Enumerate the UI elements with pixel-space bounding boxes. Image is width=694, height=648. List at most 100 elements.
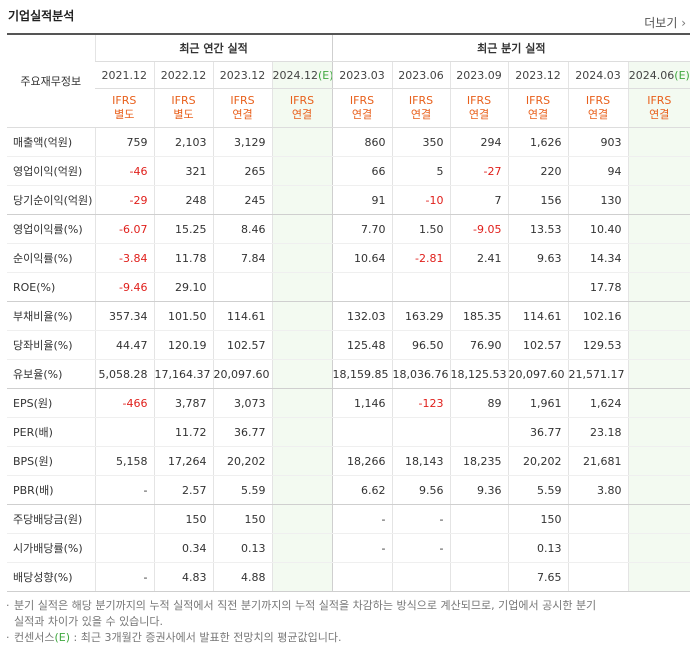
- value-cell: [271, 533, 333, 563]
- value-cell: [627, 301, 691, 331]
- basis-header: IFRS 연결: [331, 88, 393, 128]
- period: 2024.03: [575, 68, 621, 82]
- value-cell: [449, 272, 509, 302]
- value-cell: 20,202: [507, 446, 569, 476]
- value-cell: 7.84: [212, 243, 272, 273]
- period-row: 2021.12 2022.12 2023.12 2024.12(E) 2023.03 20…: [7, 61, 691, 89]
- value-cell: 2.41: [449, 243, 509, 273]
- value-cell: -: [331, 504, 393, 534]
- period-header: 2023.06: [391, 61, 451, 89]
- value-cell: 5: [391, 156, 451, 186]
- value-cell: 9.56: [391, 475, 451, 505]
- period: 2023.12: [515, 68, 561, 82]
- value-cell: [391, 562, 451, 592]
- value-cell: 156: [507, 185, 569, 215]
- period-header: 2021.12: [95, 61, 154, 89]
- value-cell: 129.53: [567, 330, 629, 360]
- value-cell: 185.35: [449, 301, 509, 331]
- value-cell: [507, 272, 569, 302]
- value-cell: 294: [449, 127, 509, 157]
- basis-header: IFRS 연결: [449, 88, 509, 128]
- note: 컨센서스(E) : 최근 3개월간 증권사에서 발표한 전망치의 평균값입니다.: [6, 630, 606, 646]
- value-cell: -123: [391, 388, 451, 418]
- consolidation-scope: 연결: [587, 108, 609, 121]
- value-cell: [627, 504, 691, 534]
- table-head: 주요재무정보 최근 연간 실적 최근 분기 실적 2021.12 2022.12 2023…: [7, 34, 691, 128]
- value-cell: [627, 417, 691, 447]
- basis-row: IFRS 별도 IFRS 별도 IFRS 연결 IFRS 연결 IFRS 연결 IFRS 연결 IFRS…: [7, 88, 691, 128]
- value-cell: 17,164.37: [153, 359, 213, 389]
- value-cell: 44.47: [94, 330, 154, 360]
- data-row: ROE(%) -9.46 29.10 17.78: [7, 272, 691, 302]
- value-cell: -10: [391, 185, 451, 215]
- data-row: 매출액(억원) 759 2,103 3,129 860 350 294 1,626 903: [7, 127, 691, 157]
- value-cell: 102.16: [567, 301, 629, 331]
- value-cell: 5,058.28: [94, 359, 154, 389]
- value-cell: 94: [567, 156, 629, 186]
- value-cell: 1,146: [331, 388, 393, 418]
- consolidation-scope: 별도: [173, 108, 194, 121]
- period-header: 2024.06(E): [627, 61, 691, 89]
- value-cell: [391, 272, 451, 302]
- value-cell: 0.34: [153, 533, 213, 563]
- period: 2021.12: [101, 68, 148, 82]
- value-cell: 17.78: [567, 272, 629, 302]
- value-cell: 17,264: [153, 446, 213, 476]
- value-cell: [94, 504, 154, 534]
- data-row: BPS(원) 5,158 17,264 20,202 18,266 18,143 18,23…: [7, 446, 691, 476]
- consolidation-scope: 연결: [291, 108, 313, 121]
- value-cell: 3,129: [212, 127, 272, 157]
- value-cell: 5,158: [94, 446, 154, 476]
- value-cell: 114.61: [212, 301, 272, 331]
- value-cell: [271, 214, 333, 244]
- value-cell: 18,266: [331, 446, 393, 476]
- value-cell: [94, 417, 154, 447]
- period: 2023.12: [219, 68, 266, 82]
- value-cell: 89: [449, 388, 509, 418]
- value-cell: 14.34: [567, 243, 629, 273]
- data-row: 당기순이익(억원) -29 248 245 91 -10 7 156 130: [7, 185, 691, 215]
- row-label: 배당성향(%): [7, 562, 95, 592]
- value-cell: [331, 417, 393, 447]
- value-cell: 3,787: [153, 388, 213, 418]
- value-cell: 132.03: [331, 301, 393, 331]
- value-cell: [449, 533, 509, 563]
- value-cell: [567, 533, 629, 563]
- value-cell: 3.80: [567, 475, 629, 505]
- value-cell: [391, 417, 451, 447]
- consolidation-scope: 연결: [649, 108, 670, 121]
- row-label: 부채비율(%): [7, 301, 95, 331]
- value-cell: [271, 127, 333, 157]
- group-header: 최근 분기 실적: [331, 34, 691, 62]
- value-cell: -27: [449, 156, 509, 186]
- value-cell: 96.50: [391, 330, 451, 360]
- value-cell: 9.36: [449, 475, 509, 505]
- row-label: 시가배당률(%): [7, 533, 95, 563]
- value-cell: [331, 272, 393, 302]
- period: 2024.06: [628, 68, 675, 82]
- accounting-standard: IFRS: [466, 94, 492, 107]
- data-row: PER(배) 11.72 36.77 36.77 23.18: [7, 417, 691, 447]
- basis-header: IFRS 연결: [271, 88, 333, 128]
- accounting-standard: IFRS: [112, 94, 137, 107]
- value-cell: 8.46: [212, 214, 272, 244]
- data-row: 유보율(%) 5,058.28 17,164.37 20,097.60 18,159.8…: [7, 359, 691, 389]
- value-cell: 357.34: [94, 301, 154, 331]
- period-header: 2023.03: [331, 61, 393, 89]
- financial-table: 주요재무정보 최근 연간 실적 최근 분기 실적 2021.12 2022.12 2023…: [7, 33, 691, 592]
- value-cell: [271, 156, 333, 186]
- value-cell: -466: [94, 388, 154, 418]
- value-cell: 7: [449, 185, 509, 215]
- period-header: 2023.12: [212, 61, 272, 89]
- value-cell: [627, 156, 691, 186]
- value-cell: [271, 301, 333, 331]
- value-cell: [271, 330, 333, 360]
- value-cell: 1,961: [507, 388, 569, 418]
- value-cell: 29.10: [153, 272, 213, 302]
- value-cell: [449, 562, 509, 592]
- consolidation-scope: 연결: [527, 108, 549, 121]
- more-link[interactable]: 더보기: [644, 14, 686, 31]
- row-label: BPS(원): [7, 446, 95, 476]
- value-cell: -29: [94, 185, 154, 215]
